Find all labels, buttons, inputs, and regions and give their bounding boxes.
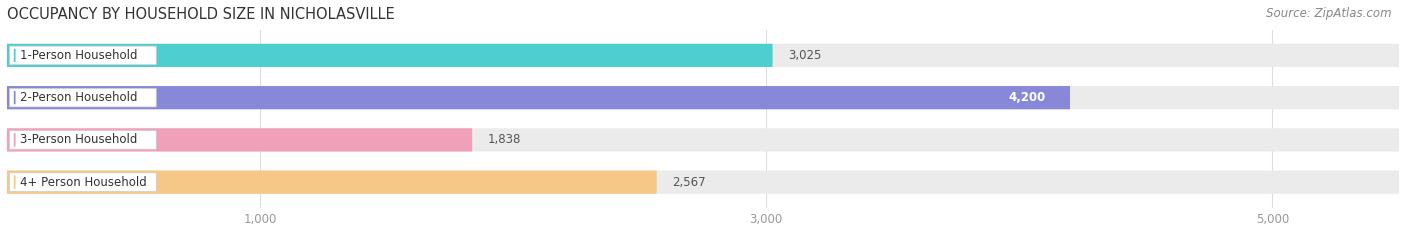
FancyBboxPatch shape xyxy=(10,173,156,192)
FancyBboxPatch shape xyxy=(7,86,1070,109)
Text: 4,200: 4,200 xyxy=(1008,91,1046,104)
Text: Source: ZipAtlas.com: Source: ZipAtlas.com xyxy=(1267,7,1392,20)
FancyBboxPatch shape xyxy=(7,171,657,194)
Text: OCCUPANCY BY HOUSEHOLD SIZE IN NICHOLASVILLE: OCCUPANCY BY HOUSEHOLD SIZE IN NICHOLASV… xyxy=(7,7,395,22)
Text: 1,838: 1,838 xyxy=(488,134,520,146)
FancyBboxPatch shape xyxy=(7,128,1399,151)
Text: 3,025: 3,025 xyxy=(787,49,821,62)
FancyBboxPatch shape xyxy=(7,44,1399,67)
FancyBboxPatch shape xyxy=(7,171,1399,194)
Text: 2-Person Household: 2-Person Household xyxy=(20,91,138,104)
FancyBboxPatch shape xyxy=(991,90,1063,105)
Text: 1-Person Household: 1-Person Household xyxy=(20,49,138,62)
FancyBboxPatch shape xyxy=(10,88,156,107)
FancyBboxPatch shape xyxy=(7,128,472,151)
FancyBboxPatch shape xyxy=(7,86,1399,109)
Text: 2,567: 2,567 xyxy=(672,176,706,189)
FancyBboxPatch shape xyxy=(10,131,156,149)
Text: 3-Person Household: 3-Person Household xyxy=(20,134,136,146)
Text: 4+ Person Household: 4+ Person Household xyxy=(20,176,146,189)
FancyBboxPatch shape xyxy=(7,44,773,67)
FancyBboxPatch shape xyxy=(10,46,156,65)
